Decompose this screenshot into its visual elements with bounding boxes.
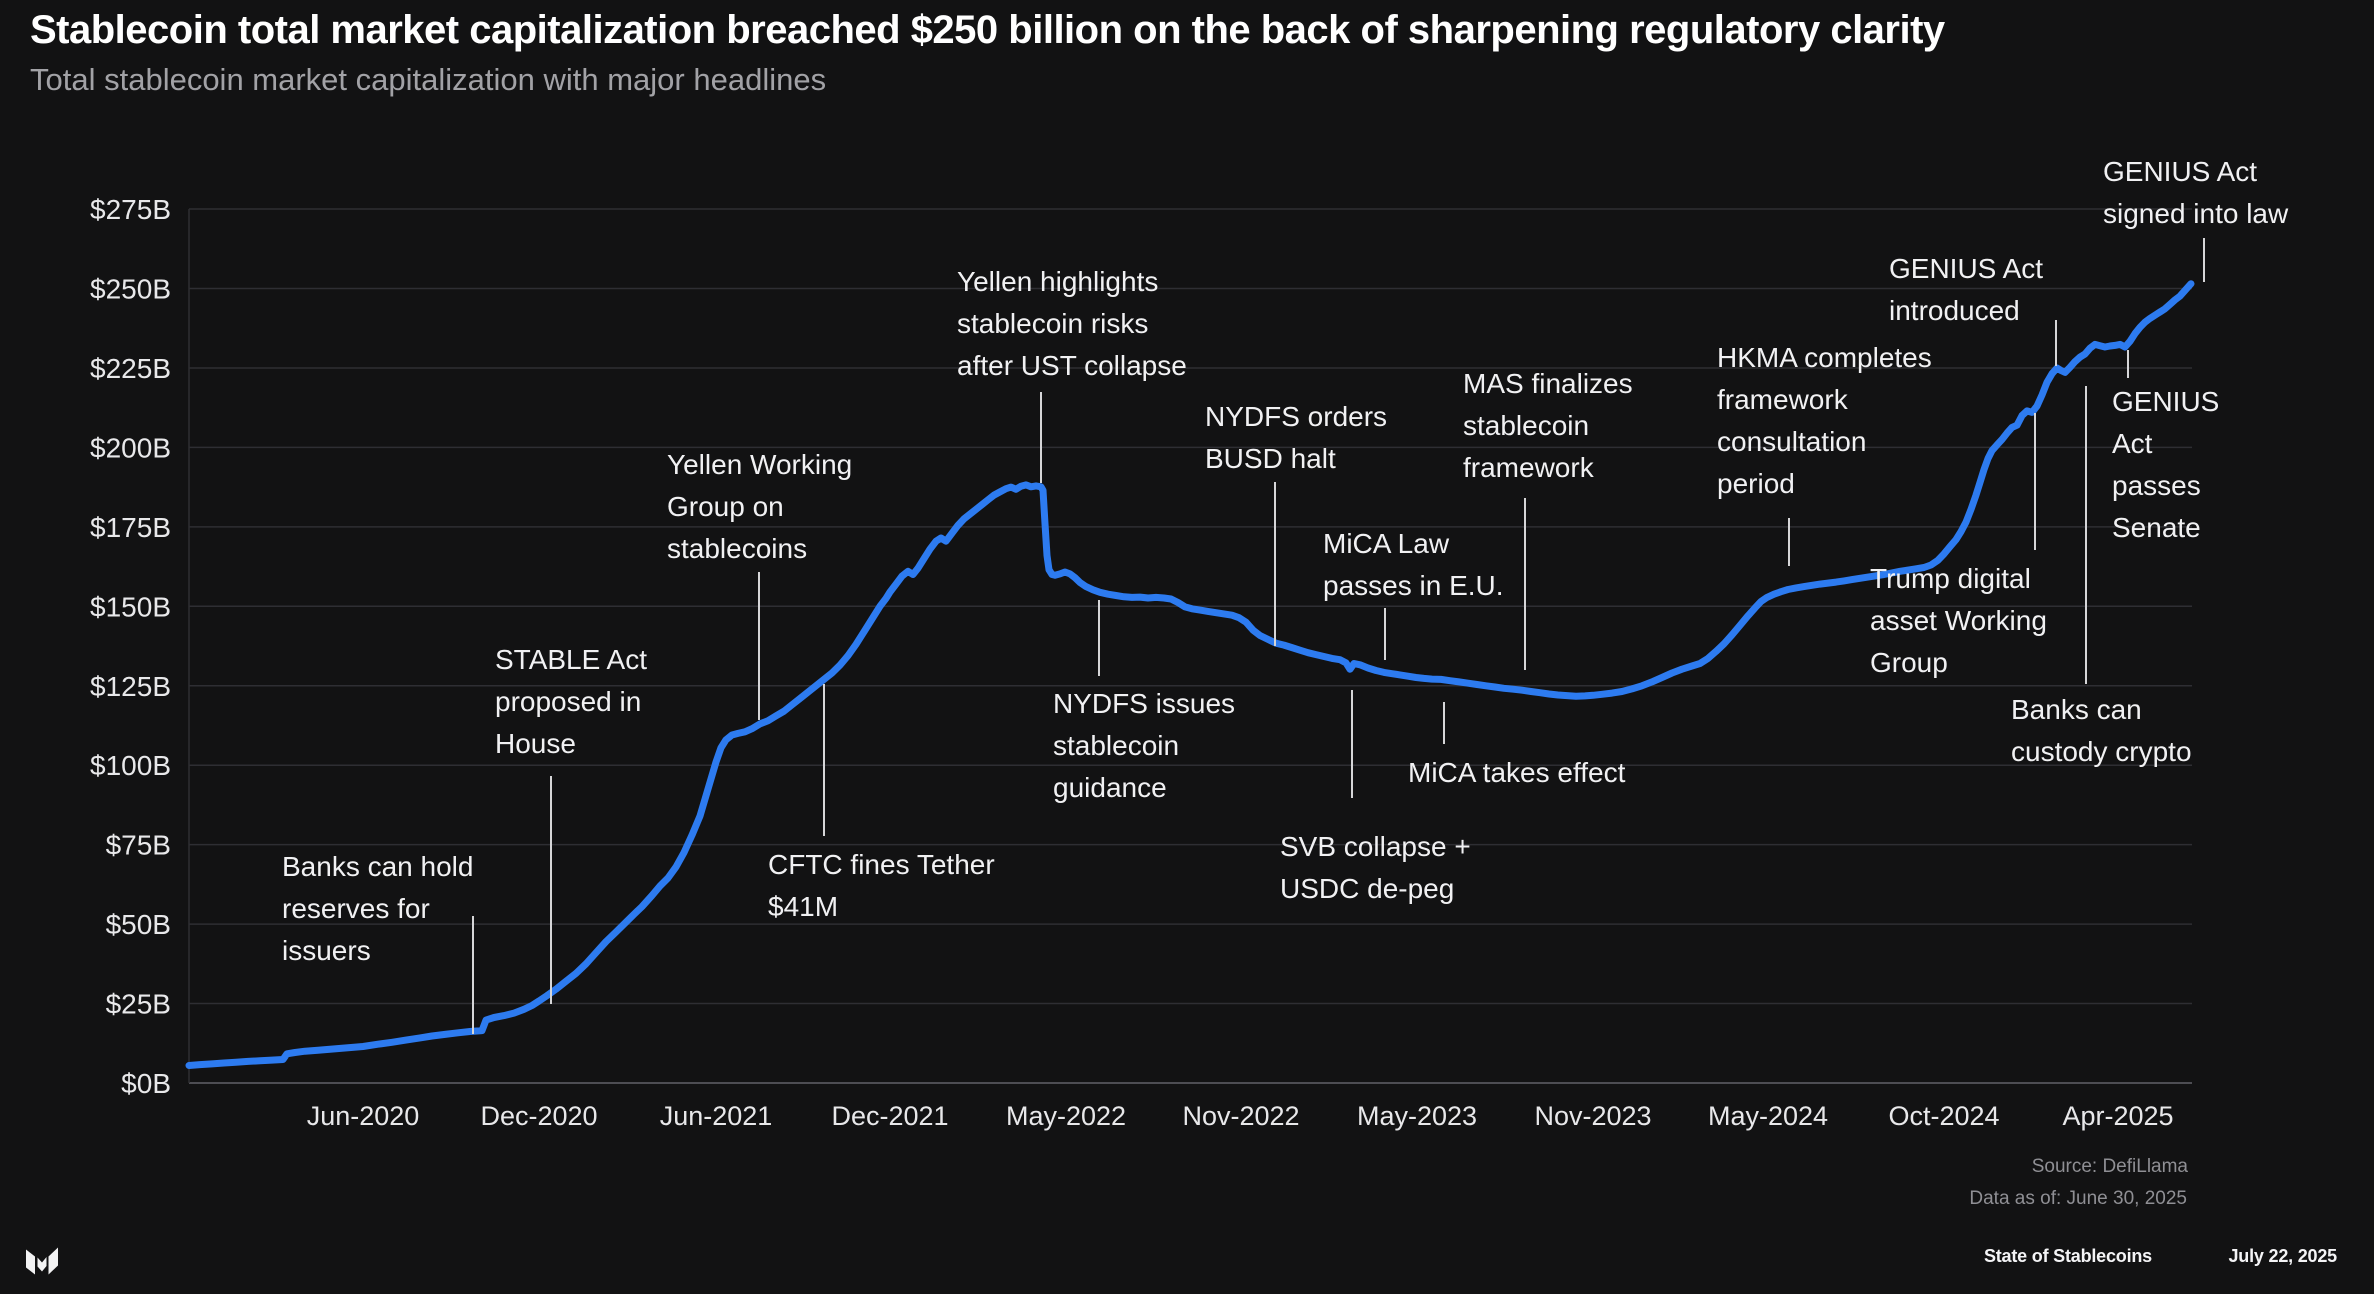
y-axis-label: $50B [106, 909, 171, 940]
event-annotation-line: stablecoin risks [957, 308, 1149, 339]
event-annotation-line: Senate [2112, 512, 2201, 543]
y-axis-label: $275B [90, 194, 171, 225]
x-axis-label: May-2024 [1708, 1101, 1828, 1131]
x-axis-label: May-2022 [1006, 1101, 1126, 1131]
x-axis-label: Apr-2025 [2062, 1101, 2173, 1131]
event-annotation-line: signed into law [2103, 198, 2289, 229]
y-axis-label: $200B [90, 432, 171, 463]
event-annotation-line: Act [2112, 428, 2153, 459]
event-annotation-line: stablecoins [667, 533, 808, 564]
event-annotation-line: reserves for [282, 893, 430, 924]
event-annotation-line: GENIUS Act [2103, 156, 2258, 187]
y-axis-label: $225B [90, 353, 171, 384]
event-annotation: CFTC fines Tether $41M [768, 844, 995, 928]
data-as-of-note: Data as of: June 30, 2025 [1969, 1188, 2187, 1209]
event-annotation-line: proposed in [495, 686, 642, 717]
y-axis-label: $100B [90, 750, 171, 781]
event-annotation-line: Banks can [2011, 694, 2142, 725]
event-annotation-line: Yellen Working [667, 449, 853, 480]
y-axis-label: $250B [90, 274, 171, 305]
event-annotation-line: after UST collapse [957, 350, 1187, 381]
event-annotation: Yellen Working Group on stablecoins [667, 444, 852, 570]
market-cap-line [185, 280, 2195, 1069]
event-annotation-line: NYDFS issues [1053, 688, 1236, 719]
source-note: Source: DefiLlama [2031, 1156, 2188, 1177]
event-annotation-line: issuers [282, 935, 371, 966]
event-annotation-line: custody crypto [2011, 736, 2192, 767]
page-subtitle: Total stablecoin market capitalization w… [30, 62, 827, 97]
event-annotation: NYDFS orders BUSD halt [1205, 396, 1387, 480]
x-axis-label: Oct-2024 [1888, 1101, 1999, 1131]
event-annotation-line: Yellen highlights [957, 266, 1159, 297]
event-annotation: STABLE Act proposed in House [495, 639, 647, 765]
event-annotation: GENIUS Act introduced [1889, 248, 2043, 332]
m-mark-icon [26, 1247, 58, 1275]
event-annotation-line: framework [1463, 452, 1594, 483]
event-annotation-line: MAS finalizes [1463, 368, 1633, 399]
event-annotation-line: Trump digital [1870, 563, 2031, 594]
event-annotation-line: NYDFS orders [1205, 401, 1388, 432]
y-axis-label: $150B [90, 591, 171, 622]
event-annotation-line: $41M [768, 891, 839, 922]
event-annotation-line: GENIUS Act [1889, 253, 2044, 284]
event-annotation: MAS finalizes stablecoin framework [1463, 363, 1633, 489]
report-title: State of Stablecoins [1983, 1246, 2152, 1266]
event-annotation: Banks can custody crypto [2011, 689, 2192, 773]
page-title: Stablecoin total market capitalization b… [30, 8, 1945, 52]
event-annotation: SVB collapse + USDC de-peg [1280, 826, 1471, 910]
event-annotation: NYDFS issues stablecoin guidance [1053, 683, 1235, 809]
x-axis-label: Jun-2021 [660, 1101, 773, 1131]
event-annotation-line: framework [1717, 384, 1848, 415]
x-axis-label: Dec-2021 [831, 1101, 948, 1131]
event-annotation: Yellen highlights stablecoin risks after U… [957, 261, 1187, 387]
y-axis-label: $0B [121, 1068, 171, 1099]
y-axis-label: $25B [106, 989, 171, 1020]
x-axis-label: May-2023 [1357, 1101, 1477, 1131]
event-annotation-line: MiCA takes effect [1408, 757, 1626, 788]
event-annotation-line: stablecoin [1463, 410, 1590, 441]
event-annotation-line: introduced [1889, 295, 2020, 326]
event-annotation-line: asset Working [1870, 605, 2047, 636]
y-axis-label: $175B [90, 512, 171, 543]
event-annotation-line: guidance [1053, 772, 1167, 803]
event-annotation: Trump digital asset Working Group [1870, 558, 2047, 684]
y-axis-label: $125B [90, 671, 171, 702]
event-annotation-line: House [495, 728, 576, 759]
x-axis-label: Nov-2022 [1182, 1101, 1299, 1131]
event-annotation-line: Group on [667, 491, 784, 522]
event-annotation: MiCA takes effect [1408, 752, 1625, 794]
event-annotation-line: STABLE Act [495, 644, 647, 675]
event-annotation-line: consultation [1717, 426, 1867, 457]
event-annotation-line: passes [2112, 470, 2201, 501]
event-annotation: GENIUS Act signed into law [2103, 151, 2288, 235]
event-annotation-line: GENIUS [2112, 386, 2220, 417]
x-axis-label: Jun-2020 [307, 1101, 420, 1131]
event-annotation-line: MiCA Law [1323, 528, 1450, 559]
event-annotation-line: HKMA completes [1717, 342, 1932, 373]
event-annotation: GENIUS Act passes Senate [2112, 381, 2219, 549]
event-annotation-line: CFTC fines Tether [768, 849, 995, 880]
event-annotation-line: BUSD halt [1205, 443, 1336, 474]
event-annotation-line: passes in E.U. [1323, 570, 1504, 601]
report-date: July 22, 2025 [2228, 1246, 2338, 1266]
x-axis-label: Dec-2020 [480, 1101, 597, 1131]
event-annotation: Banks can hold reserves for issuers [282, 846, 473, 972]
event-annotation: HKMA completes framework consultation perio… [1717, 337, 1932, 505]
event-annotation-line: SVB collapse + [1280, 831, 1471, 862]
event-annotation-line: period [1717, 468, 1795, 499]
event-annotation: MiCA Law passes in E.U. [1323, 523, 1504, 607]
x-axis-label: Nov-2023 [1534, 1101, 1651, 1131]
event-annotation-line: USDC de-peg [1280, 873, 1455, 904]
event-annotation-line: stablecoin [1053, 730, 1180, 761]
y-axis-label: $75B [106, 830, 171, 861]
event-annotation-line: Banks can hold [282, 851, 474, 882]
event-annotation-line: Group [1870, 647, 1948, 678]
